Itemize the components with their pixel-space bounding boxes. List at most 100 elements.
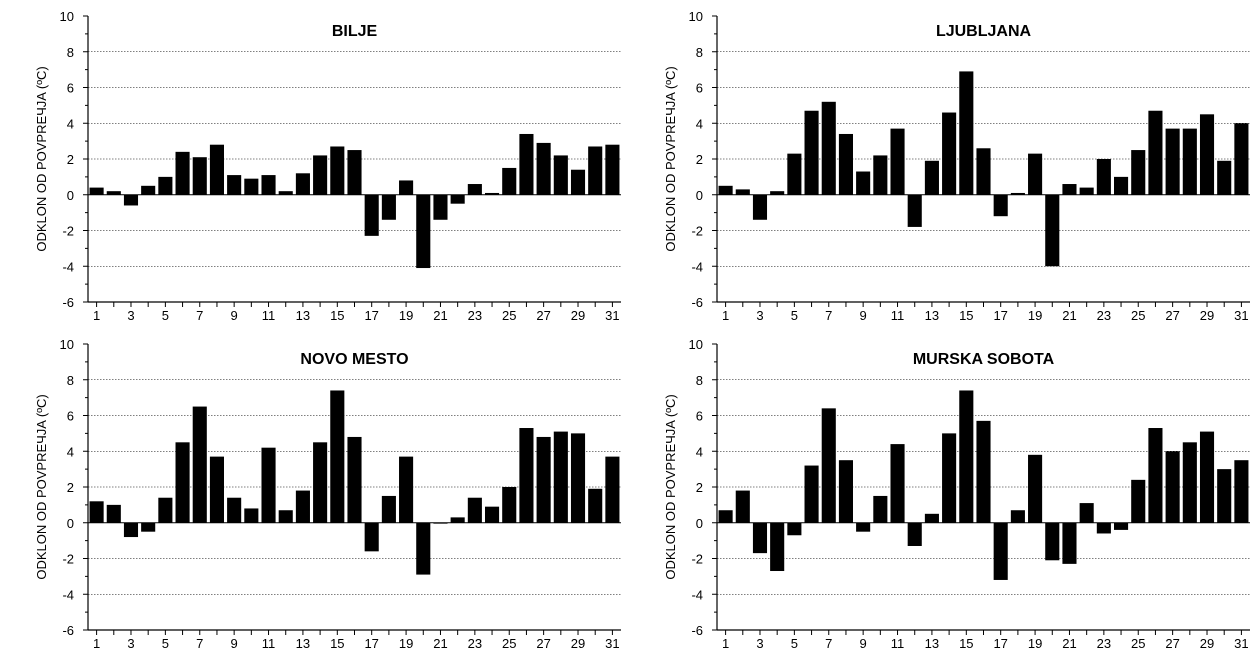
- x-tick-label: 11: [891, 636, 905, 651]
- bar-day-4: [141, 522, 156, 532]
- x-tick-label: 1: [93, 636, 100, 651]
- x-tick-label: 7: [825, 636, 832, 651]
- bar-day-25: [1131, 479, 1146, 523]
- bar-day-30: [1217, 469, 1232, 523]
- x-tick-label: 29: [1200, 308, 1214, 323]
- bar-day-6: [175, 442, 190, 523]
- y-tick-label: 10: [60, 9, 74, 24]
- y-tick-label: -2: [691, 224, 703, 239]
- x-tick-label: 21: [433, 308, 447, 323]
- y-tick-label: -6: [691, 623, 703, 638]
- x-tick-label: 29: [571, 308, 585, 323]
- bar-day-6: [804, 465, 819, 523]
- x-tick-label: 19: [1028, 308, 1042, 323]
- y-tick-label: 10: [689, 337, 703, 352]
- bar-day-14: [313, 155, 328, 195]
- bar-day-17: [364, 194, 379, 236]
- x-tick-label: 3: [756, 308, 763, 323]
- bar-day-20: [1045, 522, 1060, 561]
- bar-day-23: [467, 497, 482, 523]
- bar-day-1: [718, 185, 733, 195]
- y-tick-label: -2: [62, 224, 74, 239]
- bar-day-30: [1217, 160, 1232, 195]
- bar-day-11: [890, 444, 905, 523]
- bar-day-8: [838, 133, 854, 195]
- bar-day-8: [209, 456, 225, 523]
- x-tick-label: 29: [571, 636, 585, 651]
- x-tick-label: 9: [231, 308, 238, 323]
- bar-day-17: [364, 522, 379, 552]
- x-tick-label: 1: [93, 308, 100, 323]
- bar-day-29: [1199, 114, 1215, 195]
- bar-day-2: [735, 189, 750, 195]
- bar-day-29: [570, 169, 586, 195]
- bar-day-29: [1199, 431, 1215, 523]
- y-tick-label: -4: [62, 259, 74, 274]
- y-tick-label: 2: [67, 152, 74, 167]
- bar-day-23: [1096, 522, 1111, 534]
- bar-day-1: [89, 501, 104, 523]
- bar-day-9: [227, 497, 242, 523]
- x-tick-label: 11: [262, 308, 276, 323]
- x-tick-label: 27: [1165, 308, 1179, 323]
- x-tick-label: 17: [993, 308, 1007, 323]
- bar-day-11: [261, 447, 276, 523]
- bar-day-23: [1096, 159, 1111, 195]
- y-tick-label: -2: [691, 552, 703, 567]
- chart-panel-bilje: 10 8 6 4 2 0 -2 -4 -6 1 3 5 7 9 11 13 15 17 19 21 23 25 27 29 31…: [0, 0, 628, 327]
- x-tick-label: 17: [993, 636, 1007, 651]
- bar-day-8: [209, 144, 225, 195]
- chart-title: BILJE: [332, 23, 378, 40]
- y-axis-label: ODKLON OD POVPREЧJA (ºC): [34, 66, 49, 251]
- x-tick-label: 15: [330, 636, 344, 651]
- bar-day-13: [924, 513, 939, 523]
- x-tick-label: 9: [231, 636, 238, 651]
- bar-day-12: [278, 510, 293, 523]
- x-tick-label: 1: [722, 308, 729, 323]
- x-tick-label: 7: [825, 308, 832, 323]
- bar-day-25: [1131, 150, 1146, 195]
- bar-day-2: [106, 504, 121, 523]
- bar-day-25: [502, 487, 517, 523]
- bar-day-7: [821, 101, 836, 195]
- bar-day-16: [347, 436, 362, 523]
- bar-day-22: [1079, 503, 1094, 523]
- bar-day-14: [942, 433, 957, 523]
- bar-day-11: [261, 175, 276, 195]
- x-tick-label: 7: [196, 636, 203, 651]
- bar-day-30: [588, 146, 603, 195]
- bar-day-21: [1062, 522, 1077, 564]
- bar-day-28: [1182, 128, 1197, 195]
- bar-day-31: [605, 144, 620, 195]
- bar-day-20: [1045, 194, 1060, 267]
- x-tick-label: 31: [605, 636, 619, 651]
- x-tick-label: 21: [433, 636, 447, 651]
- bar-day-26: [1148, 110, 1163, 195]
- x-tick-label: 15: [330, 308, 344, 323]
- y-tick-label: 10: [60, 337, 74, 352]
- bar-day-24: [484, 192, 500, 195]
- bar-day-7: [821, 408, 836, 523]
- y-tick-label: -2: [62, 552, 74, 567]
- bar-day-31: [605, 456, 620, 523]
- x-tick-label: 23: [468, 308, 482, 323]
- y-tick-label: -4: [691, 259, 703, 274]
- x-tick-label: 3: [127, 636, 134, 651]
- x-tick-label: 29: [1200, 636, 1214, 651]
- x-tick-label: 5: [791, 636, 798, 651]
- bar-day-3: [752, 194, 768, 220]
- x-tick-label: 15: [959, 308, 973, 323]
- x-tick-label: 7: [196, 308, 203, 323]
- bar-day-18: [1010, 192, 1025, 195]
- y-tick-label: 6: [696, 81, 703, 96]
- bar-day-15: [959, 71, 974, 195]
- x-tick-label: 9: [860, 308, 867, 323]
- y-tick-label: 8: [67, 373, 74, 388]
- bar-day-22: [1079, 187, 1094, 195]
- bar-day-24: [1113, 176, 1129, 195]
- x-tick-label: 3: [127, 308, 134, 323]
- x-tick-label: 13: [296, 308, 310, 323]
- x-tick-label: 17: [364, 636, 378, 651]
